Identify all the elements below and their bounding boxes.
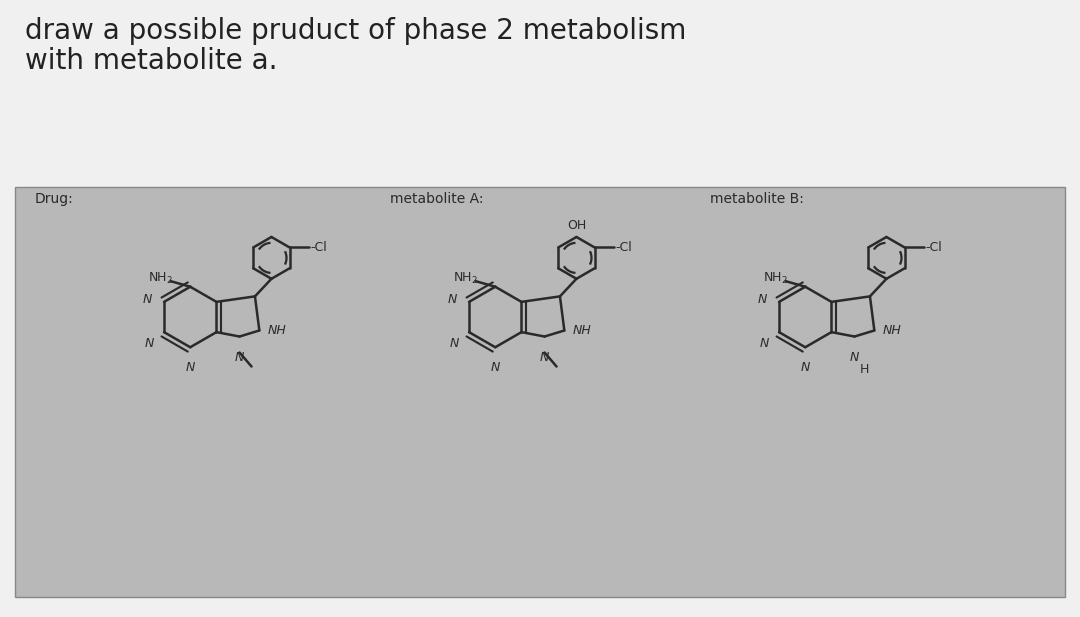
Text: Drug:: Drug: <box>35 192 73 206</box>
Text: NH: NH <box>572 324 591 337</box>
Text: -Cl: -Cl <box>926 241 943 254</box>
Text: metabolite B:: metabolite B: <box>710 192 804 206</box>
FancyBboxPatch shape <box>15 187 1065 597</box>
Text: N: N <box>850 350 860 363</box>
Text: -Cl: -Cl <box>616 241 633 254</box>
Text: N: N <box>234 350 244 363</box>
Text: draw a possible pruduct of phase 2 metabolism: draw a possible pruduct of phase 2 metab… <box>25 17 687 45</box>
Text: NH: NH <box>882 324 901 337</box>
Text: NH$_2$: NH$_2$ <box>148 271 173 286</box>
Text: with metabolite a.: with metabolite a. <box>25 47 278 75</box>
Text: N: N <box>143 293 152 307</box>
Text: N: N <box>540 350 550 363</box>
Text: H: H <box>860 363 869 376</box>
Text: NH$_2$: NH$_2$ <box>453 271 477 286</box>
FancyBboxPatch shape <box>0 0 1080 177</box>
Text: N: N <box>449 337 459 350</box>
Text: N: N <box>186 361 194 375</box>
Text: -Cl: -Cl <box>311 241 327 254</box>
Text: N: N <box>448 293 457 307</box>
Text: N: N <box>145 337 154 350</box>
Text: metabolite A:: metabolite A: <box>390 192 484 206</box>
Text: OH: OH <box>567 219 586 232</box>
Text: NH: NH <box>268 324 286 337</box>
Text: NH$_2$: NH$_2$ <box>762 271 787 286</box>
Text: N: N <box>490 361 500 375</box>
Text: N: N <box>759 337 769 350</box>
Text: N: N <box>758 293 767 307</box>
Text: N: N <box>800 361 810 375</box>
